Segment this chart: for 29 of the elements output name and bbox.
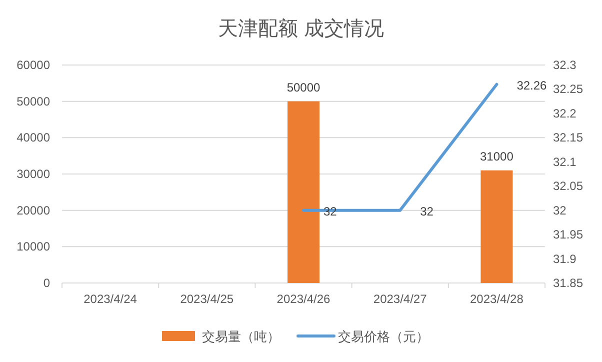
y2-tick-label: 32.15 [553, 130, 584, 145]
x-tick-label: 2023/4/28 [470, 292, 524, 306]
y2-tick-label: 31.85 [553, 276, 584, 290]
y2-tick-label: 32 [553, 203, 567, 218]
data-label: 50000 [286, 80, 321, 94]
data-label: 32.26 [516, 78, 548, 92]
x-tick-label: 2023/4/27 [373, 292, 428, 306]
legend-label: 交易价格（元） [338, 329, 429, 344]
y2-tick-label: 32.2 [553, 106, 577, 120]
y-tick-label: 40000 [16, 130, 50, 145]
y-tick-label: 60000 [16, 58, 50, 72]
data-label: 31000 [480, 149, 514, 164]
y-tick-label: 20000 [16, 203, 50, 218]
y-tick-label: 50000 [16, 94, 50, 108]
x-tick-label: 2023/4/24 [84, 292, 138, 306]
x-tick-label: 2023/4/25 [180, 292, 234, 306]
y2-tick-label: 32.3 [553, 58, 577, 72]
y-tick-label: 0 [43, 276, 50, 290]
y2-tick-label: 32.1 [553, 154, 577, 169]
y-tick-label: 10000 [16, 240, 50, 254]
x-tick-label: 2023/4/26 [276, 292, 331, 306]
chart-title: 天津配额 成交情况 [218, 18, 384, 40]
y2-tick-label: 32.05 [553, 179, 584, 194]
y2-tick-label: 32.25 [553, 82, 584, 96]
legend-label: 交易量（吨） [202, 329, 280, 344]
y-tick-label: 30000 [16, 167, 50, 181]
y2-tick-label: 31.95 [553, 228, 584, 242]
data-label: 32 [420, 204, 434, 218]
y2-tick-label: 31.9 [553, 252, 577, 266]
